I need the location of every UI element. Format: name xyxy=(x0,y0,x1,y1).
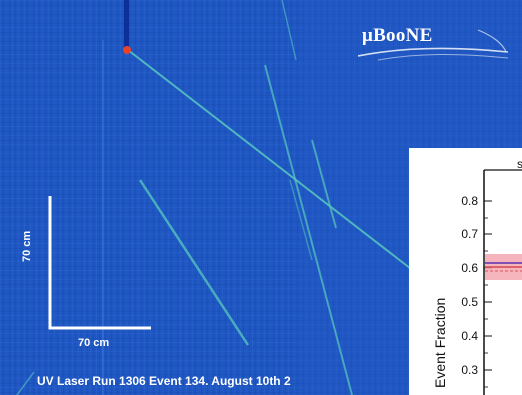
caption-area: UV Laser Run 1306 Event 134. August 10th… xyxy=(37,374,291,388)
y-tick-0.7: 0.7 xyxy=(461,227,478,241)
y-tick-0.6: 0.6 xyxy=(461,261,478,275)
logo-text: μBooNE xyxy=(362,25,433,46)
y-tick-0.8: 0.8 xyxy=(461,194,478,208)
laser-track xyxy=(127,49,416,273)
laser-entry-track xyxy=(124,0,129,48)
inset-plot-frame: s xyxy=(483,157,522,395)
microboone-logo: μBooNE xyxy=(358,22,508,68)
y-tick-0.5: 0.5 xyxy=(461,295,478,309)
inset-y-axis-label: Event Fraction xyxy=(432,297,448,388)
event-caption: UV Laser Run 1306 Event 134. August 10th… xyxy=(37,374,291,388)
y-tick-0.4: 0.4 xyxy=(461,329,478,343)
cosmic-track-6 xyxy=(16,371,35,395)
cosmic-track-2 xyxy=(264,64,353,395)
cosmic-track-5 xyxy=(289,179,313,261)
logo-swoosh-icon xyxy=(358,29,508,61)
cosmic-track-4 xyxy=(281,0,297,61)
cosmic-track-3 xyxy=(311,139,337,229)
laser-origin-marker xyxy=(123,46,131,54)
scale-horizontal-label: 70 cm xyxy=(78,337,110,349)
cosmic-track-1 xyxy=(138,179,250,346)
y-tick-0.3: 0.3 xyxy=(461,363,478,377)
inset-plot: s xyxy=(409,148,522,395)
svg-text:s: s xyxy=(517,157,522,171)
